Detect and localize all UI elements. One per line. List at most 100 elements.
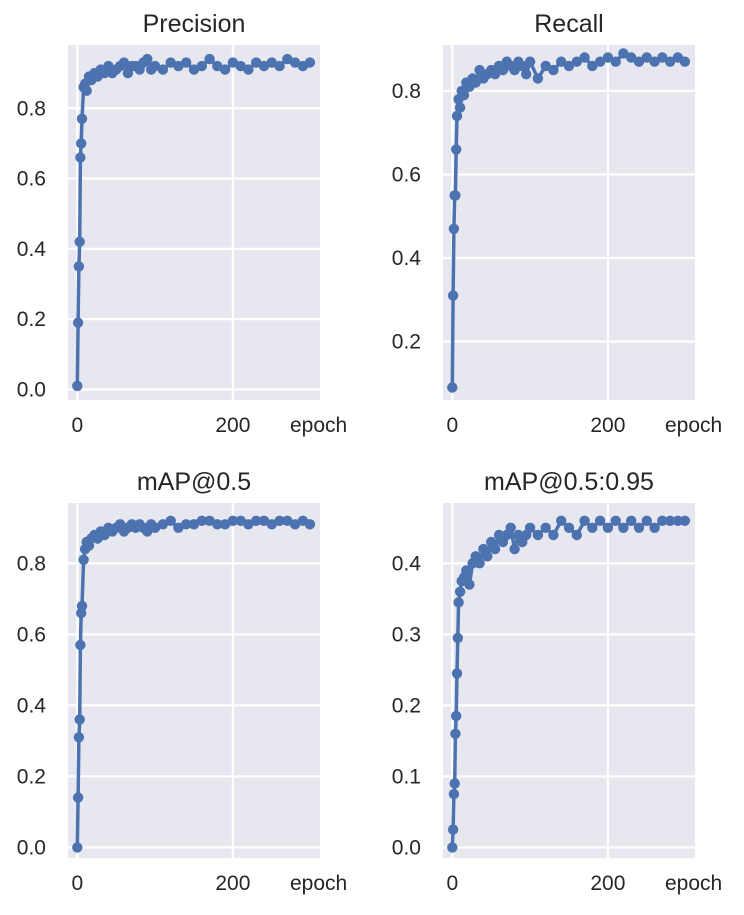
data-point xyxy=(165,515,176,526)
data-point xyxy=(454,586,466,597)
data-point xyxy=(72,317,84,328)
data-point xyxy=(461,565,472,576)
data-point xyxy=(447,842,458,853)
data-point xyxy=(610,515,621,526)
chart-title: mAP@0.5 xyxy=(137,468,251,496)
data-point xyxy=(204,53,215,65)
data-point xyxy=(72,792,84,803)
data-point xyxy=(524,522,536,533)
data-point xyxy=(532,73,544,84)
data-point xyxy=(447,290,459,301)
data-point xyxy=(72,380,83,392)
data-point xyxy=(282,53,293,65)
y-tick-label: 0.6 xyxy=(17,623,46,646)
x-tick-label: 0 xyxy=(71,414,83,437)
data-point xyxy=(304,519,316,530)
data-point xyxy=(196,60,207,72)
data-point xyxy=(579,52,590,63)
data-point xyxy=(489,69,501,80)
data-point xyxy=(76,600,88,612)
data-point xyxy=(72,842,83,853)
data-point xyxy=(274,60,285,72)
y-tick-label: 0.4 xyxy=(392,247,422,270)
y-tick-label: 0.4 xyxy=(392,552,422,575)
data-point xyxy=(556,515,567,526)
data-point xyxy=(474,558,485,569)
data-point xyxy=(489,543,501,555)
chart-map-0-5: mAP@0.5 0.0 0.2 0.4 0.6 0.8 0 200 epoch xyxy=(17,468,347,895)
data-point xyxy=(304,57,316,68)
data-point xyxy=(157,519,169,530)
data-point xyxy=(149,522,161,533)
data-point xyxy=(188,519,200,530)
y-tick-label: 0.1 xyxy=(392,765,421,788)
data-point xyxy=(509,543,520,555)
data-point xyxy=(227,515,239,526)
data-point xyxy=(75,639,86,651)
data-point xyxy=(571,529,582,541)
y-tick-label: 0.2 xyxy=(392,331,421,354)
data-point xyxy=(227,57,239,68)
data-point xyxy=(447,824,459,835)
data-point xyxy=(450,190,461,201)
x-axis-label: epoch xyxy=(290,414,347,437)
data-point xyxy=(594,515,606,526)
y-tick-label: 0.3 xyxy=(392,623,421,646)
x-tick-label: 0 xyxy=(446,872,458,895)
data-point xyxy=(74,714,85,725)
data-point xyxy=(641,52,652,63)
data-point xyxy=(251,57,262,68)
y-tick-label: 0.6 xyxy=(392,163,421,186)
y-tick-label: 0.8 xyxy=(392,80,421,103)
data-point xyxy=(626,515,637,526)
y-tick-label: 0.8 xyxy=(17,97,46,120)
data-point xyxy=(188,64,200,75)
data-point xyxy=(548,64,559,76)
data-point xyxy=(532,529,544,541)
data-point xyxy=(664,515,676,526)
data-point xyxy=(679,56,691,67)
y-tick-label: 0.8 xyxy=(17,552,46,575)
data-point xyxy=(540,60,551,72)
data-point xyxy=(626,52,637,63)
x-tick-label: 200 xyxy=(590,872,625,895)
data-point xyxy=(448,788,460,800)
data-point xyxy=(587,522,598,533)
data-point xyxy=(73,732,85,743)
data-point xyxy=(649,56,660,67)
data-point xyxy=(641,515,652,526)
data-point xyxy=(451,710,462,722)
data-point xyxy=(679,515,691,526)
data-point xyxy=(594,56,606,67)
data-point xyxy=(219,64,231,75)
x-axis-label: epoch xyxy=(290,872,347,895)
y-tick-label: 0.4 xyxy=(17,238,47,261)
data-point xyxy=(243,519,254,530)
data-point xyxy=(610,56,621,67)
data-point xyxy=(181,57,192,68)
data-point xyxy=(448,223,460,234)
y-tick-label: 0.4 xyxy=(17,694,47,717)
data-point xyxy=(266,57,277,68)
plot-area xyxy=(443,45,695,400)
data-point xyxy=(602,522,614,533)
data-point xyxy=(219,519,231,530)
data-point xyxy=(157,64,169,75)
chart-map-0-5-0-95: mAP@0.5:0.95 0.0 0.1 0.2 0.3 0.4 0 200 epoch xyxy=(392,468,722,895)
data-point xyxy=(474,64,485,76)
x-tick-label: 200 xyxy=(215,872,250,895)
y-tick-label: 0.6 xyxy=(17,168,46,191)
data-point xyxy=(243,64,254,75)
plot-area xyxy=(68,503,320,858)
x-axis-label: epoch xyxy=(665,414,722,437)
plot-area xyxy=(443,503,695,858)
chart-precision: Precision 0.0 0.2 0.4 0.6 0.8 0 200 epoch xyxy=(17,10,347,437)
data-point xyxy=(450,728,461,739)
data-point xyxy=(289,57,301,68)
data-point xyxy=(521,69,532,80)
data-point xyxy=(618,522,629,533)
data-point xyxy=(563,60,575,72)
data-point xyxy=(556,56,567,67)
data-point xyxy=(451,110,463,122)
